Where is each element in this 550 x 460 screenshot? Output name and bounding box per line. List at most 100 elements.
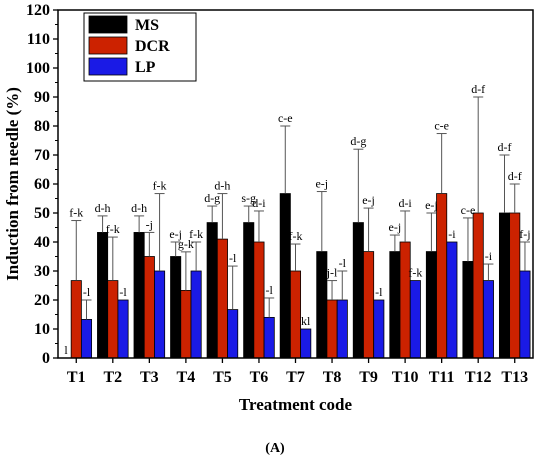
significance-label: f-k (189, 227, 203, 241)
bar-dcr (509, 212, 521, 359)
bar-dcr (180, 290, 192, 359)
y-tick-label: 30 (34, 263, 50, 280)
bar-lp (482, 280, 494, 359)
bar-lp (519, 270, 531, 359)
legend: MS DCR LP (83, 12, 197, 82)
bar-ms (206, 222, 218, 359)
bar-lp (373, 299, 385, 359)
significance-label: f-k (69, 206, 83, 220)
bar-ms (352, 222, 364, 359)
error-bars (71, 96, 530, 320)
significance-label: -l (339, 256, 347, 270)
y-tick-label: 100 (26, 60, 50, 77)
bar-lp (80, 319, 93, 359)
bars (70, 193, 531, 359)
y-tick-label: 120 (26, 2, 50, 19)
bar-lp (117, 299, 129, 359)
significance-label: c-e (461, 203, 476, 217)
significance-label: e-j (362, 193, 375, 207)
plot-frame (57, 9, 534, 359)
significance-label: l (64, 343, 68, 357)
significance-label: d-g (204, 191, 220, 205)
bar-lp (409, 280, 421, 359)
significance-label: f-k (106, 222, 120, 236)
significance-label: -j (146, 217, 153, 231)
significance-label: f-j (519, 227, 530, 241)
bar-ms (425, 251, 437, 359)
legend-swatch-ms (88, 15, 128, 34)
x-tick-label: T7 (286, 369, 305, 386)
significance-label: d-f (471, 82, 485, 96)
y-tick-label: 110 (27, 31, 50, 48)
significance-label: c-e (434, 119, 449, 133)
significance-label: c-e (278, 111, 293, 125)
y-axis-title: Induction from needle (%) (3, 87, 22, 281)
legend-label: MS (135, 17, 159, 34)
significance-label: -l (266, 283, 274, 297)
significance-label: f-k (289, 229, 303, 243)
bar-ms (498, 212, 511, 359)
bar-dcr (399, 241, 411, 359)
y-tick-label: 50 (34, 205, 50, 222)
significance-label: -l (229, 251, 237, 265)
legend-swatch-lp (88, 57, 128, 76)
significance-label: e-j (389, 220, 402, 234)
legend-swatch-dcr (88, 36, 128, 55)
significance-label: -l (119, 285, 127, 299)
significance-label: e-j (425, 198, 438, 212)
bar-lp (263, 316, 275, 359)
bar-dcr (289, 270, 302, 359)
x-tick-label: T5 (213, 369, 232, 386)
significance-label: d-g (350, 134, 366, 148)
significance-label: d-h (131, 201, 147, 215)
significance-label: g-k (178, 237, 194, 251)
bar-dcr (107, 280, 119, 359)
bar-lp (300, 328, 312, 359)
y-tick-label: 60 (34, 176, 50, 193)
bar-ms (279, 193, 291, 359)
bar-lp (190, 270, 202, 359)
bar-dcr (253, 241, 265, 359)
bar-ms (316, 251, 328, 359)
significance-label: f-k (408, 266, 422, 280)
significance-label: d-h (214, 179, 230, 193)
significance-label: d-i (398, 196, 412, 210)
y-tick-label: 80 (34, 118, 50, 135)
bar-ms (170, 256, 182, 359)
y-tick-label: 10 (34, 321, 50, 338)
y-tick-label: 0 (42, 350, 50, 367)
significance-label: d-i (252, 196, 266, 210)
legend-label: LP (135, 59, 156, 76)
bar-dcr (472, 212, 484, 359)
significance-label: -l (375, 285, 383, 299)
x-axis-title: Treatment code (239, 395, 353, 414)
significance-label: -i (485, 249, 493, 263)
panel-label: (A) (265, 441, 285, 456)
bar-lp (336, 299, 348, 359)
bar-dcr (216, 238, 228, 359)
y-tick-label: 90 (34, 89, 50, 106)
x-tick-label: T4 (177, 369, 196, 386)
bar-ms (243, 222, 255, 359)
legend-label: DCR (135, 38, 170, 55)
y-axis-ticks: 0 10 20 30 40 50 60 70 80 90 100 110 120 (26, 2, 58, 367)
bar-dcr (143, 256, 155, 359)
x-tick-label: T3 (140, 369, 159, 386)
significance-annotations: lf-k-ld-hf-k-ld-h-jf-ke-jg-kf-kd-gd-h-ls… (64, 82, 530, 357)
bar-dcr (70, 280, 82, 359)
x-tick-label: T13 (501, 369, 528, 386)
bar-ms (97, 232, 109, 359)
significance-label: e-j (315, 177, 328, 191)
significance-label: s-g (241, 191, 256, 205)
bar-ms (389, 251, 401, 359)
bar-dcr (326, 299, 338, 359)
significance-label: -l (83, 285, 91, 299)
bar-lp (227, 309, 239, 359)
x-tick-label: T6 (250, 369, 269, 386)
x-tick-label: T10 (392, 369, 419, 386)
bar-ms (133, 232, 145, 359)
bar-lp (154, 270, 166, 359)
significance-label: d-f (508, 169, 522, 183)
y-tick-label: 40 (34, 234, 50, 251)
